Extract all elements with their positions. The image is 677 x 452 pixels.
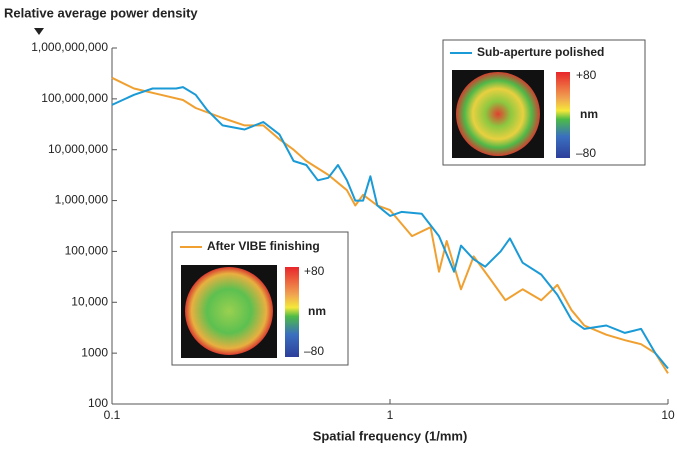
x-tick-label: 1	[387, 408, 394, 422]
scale-label: –80	[576, 146, 596, 160]
scale-label: +80	[304, 264, 325, 278]
y-tick-label: 100,000,000	[41, 91, 108, 105]
y-tick-label: 10,000,000	[48, 142, 108, 156]
legend-label: After VIBE finishing	[207, 239, 320, 253]
scale-label: nm	[308, 304, 326, 318]
y-tick-label: 100,000	[65, 244, 109, 258]
x-tick-label: 0.1	[104, 408, 121, 422]
axis-arrow	[34, 28, 44, 35]
scale-label: –80	[304, 344, 324, 358]
color-bar	[285, 267, 299, 357]
x-axis-title: Spatial frequency (1/mm)	[313, 428, 468, 443]
color-bar	[556, 72, 570, 158]
y-tick-label: 1,000,000,000	[31, 40, 108, 54]
surface-map	[185, 267, 273, 355]
y-tick-label: 1000	[81, 345, 108, 359]
y-tick-label: 10,000	[71, 294, 108, 308]
scale-label: nm	[580, 107, 598, 121]
legend-label: Sub-aperture polished	[477, 45, 604, 59]
y-axis-title: Relative average power density	[4, 5, 198, 20]
y-tick-label: 1,000,000	[55, 193, 109, 207]
scale-label: +80	[576, 68, 597, 82]
x-tick-label: 10	[661, 408, 675, 422]
surface-map	[456, 72, 540, 156]
chart: Relative average power density Spatial f…	[0, 0, 677, 447]
